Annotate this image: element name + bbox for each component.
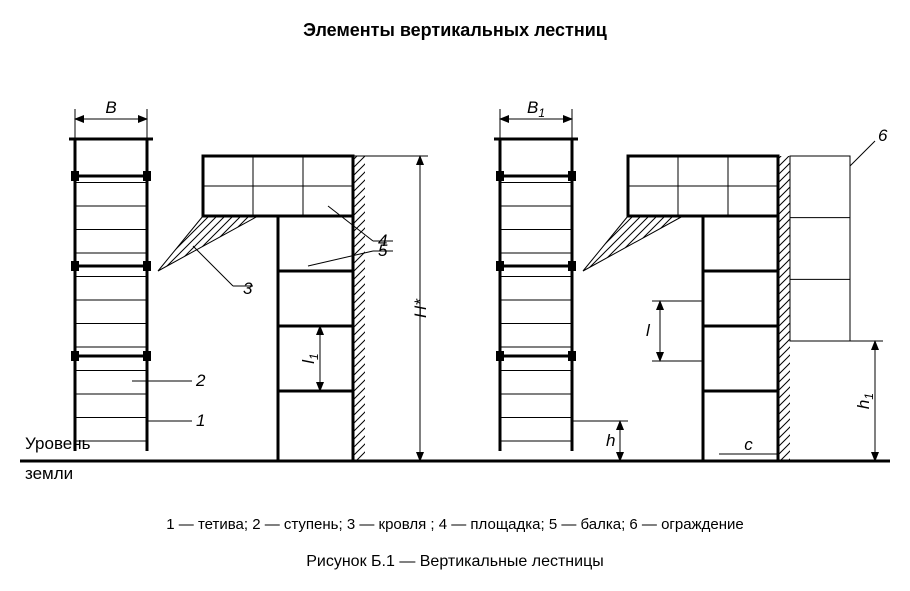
dim-l: l	[646, 321, 651, 340]
callout-6: 6	[878, 126, 888, 145]
legend: 1 — тетива; 2 — ступень; 3 — кровля ; 4 …	[20, 516, 890, 533]
dim-l1: l1	[299, 353, 321, 363]
callout-2: 2	[195, 371, 206, 390]
dim-Hstar: H*	[411, 298, 430, 318]
svg-text:земли: земли	[25, 464, 73, 483]
diagram: УровеньземлиBB16H*l1hlch112345	[20, 61, 890, 501]
dim-c: c	[744, 435, 753, 454]
dim-h1: h1	[854, 393, 876, 409]
page-title: Элементы вертикальных лестниц	[20, 20, 890, 41]
dim-h: h	[606, 431, 615, 450]
callout-1: 1	[196, 411, 205, 430]
dim-B: B	[105, 98, 116, 117]
callout-5: 5	[378, 241, 388, 260]
dim-B1: B1	[527, 98, 545, 120]
figure-caption: Рисунок Б.1 — Вертикальные лестницы	[20, 553, 890, 571]
ground-label: Уровень	[25, 434, 91, 453]
callout-3: 3	[243, 279, 253, 298]
